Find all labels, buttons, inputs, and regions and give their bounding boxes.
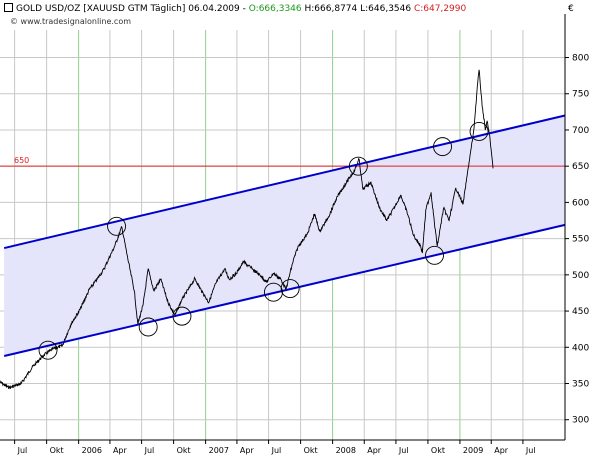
y-tick-label: 750 xyxy=(572,90,589,100)
y-tick-label: 400 xyxy=(572,343,589,353)
x-tick-label: Jul xyxy=(398,446,409,455)
window-toggle-box[interactable] xyxy=(4,3,13,12)
touch-circle xyxy=(280,279,300,299)
touch-circle xyxy=(172,306,192,326)
currency-symbol: € xyxy=(568,4,574,14)
touch-circle xyxy=(264,282,283,302)
y-tick-label: 700 xyxy=(572,126,589,136)
price-line xyxy=(0,69,494,390)
x-tick-label: 2008 xyxy=(336,446,356,455)
touch-circle xyxy=(138,317,158,337)
x-tick-label: 2006 xyxy=(82,446,102,455)
touch-circle xyxy=(107,216,126,236)
touch-circle xyxy=(425,245,444,265)
x-tick-label: Jul xyxy=(17,446,28,455)
level-650-label: 650 xyxy=(14,156,29,165)
y-tick-label: 550 xyxy=(572,235,589,245)
high-low-values: H:666,8774 L:646,3546 xyxy=(301,4,414,14)
x-tick-label: Okt xyxy=(50,446,64,455)
close-value: C:647,2990 xyxy=(413,4,467,14)
chart-header: GOLD USD/OZ [XAUUSD GTM Täglich] 06.04.2… xyxy=(0,0,560,18)
x-tick-label: Okt xyxy=(177,446,191,455)
x-tick-label: Jul xyxy=(525,446,536,455)
y-tick-label: 800 xyxy=(572,54,589,64)
y-tick-label: 450 xyxy=(572,307,589,317)
y-tick-label: 650 xyxy=(572,162,589,172)
x-tick-label: Okt xyxy=(304,446,318,455)
y-tick-label: 500 xyxy=(572,271,589,281)
y-tick-label: 600 xyxy=(572,198,589,208)
y-tick-label: 350 xyxy=(572,379,589,389)
x-tick-label: Okt xyxy=(431,446,445,455)
instrument-label: GOLD USD/OZ [XAUUSD GTM Täglich] 06.04.2… xyxy=(16,4,249,14)
x-tick-label: Jul xyxy=(271,446,282,455)
channel-upper-line xyxy=(3,114,566,250)
x-tick-label: Apr xyxy=(367,446,382,455)
channel-fill xyxy=(4,115,566,356)
x-tick-label: Jul xyxy=(144,446,155,455)
y-tick-label: 300 xyxy=(572,416,589,426)
channel-lower-line xyxy=(3,223,566,357)
open-value: O:666,3346 xyxy=(248,4,302,14)
touch-circle xyxy=(38,340,58,360)
touch-circle xyxy=(348,156,368,176)
source-watermark: © www.tradesignalonline.com xyxy=(10,17,132,26)
x-tick-label: 2007 xyxy=(209,446,229,455)
x-tick-label: Apr xyxy=(113,446,128,455)
touch-circle xyxy=(433,137,452,157)
x-tick-label: Apr xyxy=(494,446,509,455)
x-tick-label: Apr xyxy=(240,446,255,455)
x-tick-label: 2009 xyxy=(463,446,483,455)
touch-circle xyxy=(469,121,489,141)
